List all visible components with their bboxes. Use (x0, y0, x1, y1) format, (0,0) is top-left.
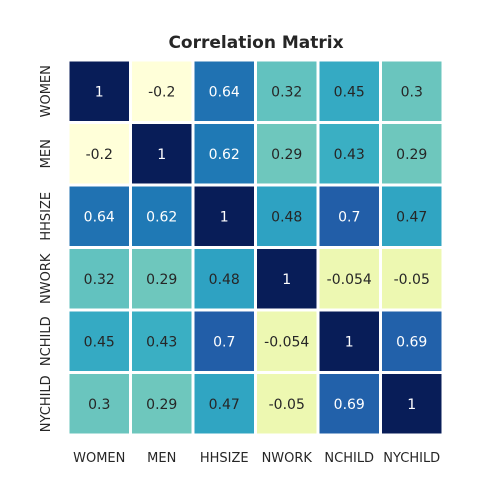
heatmap-cell (319, 374, 379, 434)
heatmap-cell (382, 124, 442, 184)
x-tick-label: MEN (147, 451, 176, 466)
heatmap-cell (382, 249, 442, 309)
cell-value-label: 0.32 (84, 272, 115, 288)
heatmap-cell (132, 311, 192, 371)
cell-value-label: 0.62 (209, 147, 240, 163)
cell-value-label: 0.62 (146, 209, 177, 225)
heatmap-cell (194, 61, 254, 121)
cell-value-label: -0.05 (269, 397, 305, 413)
cell-value-label: 0.45 (84, 334, 115, 350)
heatmap-cell (194, 249, 254, 309)
heatmap-cell (132, 124, 192, 184)
x-tick-label: NWORK (262, 451, 313, 466)
cell-value-label: 0.48 (271, 209, 302, 225)
heatmap-cell (194, 374, 254, 434)
heatmap-cell (132, 249, 192, 309)
x-tick-labels: WOMEN MEN HHSIZE NWORK NCHILD NYCHILD (73, 451, 440, 466)
heatmap-cell (319, 249, 379, 309)
heatmap-cell (319, 311, 379, 371)
x-tick-label: HHSIZE (200, 451, 249, 466)
cell-value-label: 0.29 (146, 272, 177, 288)
heatmap-cell (132, 61, 192, 121)
cell-value-label: 0.7 (213, 334, 235, 350)
heatmap-cell (319, 124, 379, 184)
heatmap-cell (257, 124, 317, 184)
y-tick-label: NCHILD (39, 316, 54, 366)
cell-value-label: 0.47 (396, 209, 427, 225)
heatmap-cell-labels: 1 -0.2 0.64 0.32 0.45 0.3 -0.2 1 0.62 0.29 0.43 0.2… (84, 84, 430, 413)
cell-value-label: 1 (220, 209, 229, 225)
cell-value-label: -0.2 (86, 147, 113, 163)
cell-value-label: 0.3 (401, 84, 423, 100)
heatmap-cell (69, 374, 129, 434)
heatmap-cell (69, 61, 129, 121)
cell-value-label: 1 (407, 397, 416, 413)
cell-value-label: 0.45 (334, 84, 365, 100)
heatmap-cell (69, 186, 129, 246)
heatmap-cell (257, 186, 317, 246)
heatmap-cells (69, 61, 442, 434)
heatmap-cell (132, 186, 192, 246)
cell-value-label: 0.7 (338, 209, 360, 225)
heatmap-cell (257, 374, 317, 434)
heatmap-cell (132, 374, 192, 434)
cell-value-label: 1 (345, 334, 354, 350)
x-tick-label: NCHILD (324, 451, 374, 466)
x-tick-label: NYCHILD (383, 451, 440, 466)
cell-value-label: -0.054 (327, 272, 372, 288)
y-tick-label: NYCHILD (39, 375, 54, 432)
cell-value-label: 0.3 (88, 397, 110, 413)
heatmap-cell (382, 186, 442, 246)
x-tick-label: WOMEN (73, 451, 125, 466)
y-tick-label: HHSIZE (39, 192, 54, 241)
cell-value-label: 0.69 (334, 397, 365, 413)
heatmap-cell (319, 186, 379, 246)
chart-title: Correlation Matrix (168, 33, 344, 53)
cell-value-label: 0.48 (209, 272, 240, 288)
cell-value-label: 1 (157, 147, 166, 163)
y-tick-label: WOMEN (39, 65, 54, 117)
cell-value-label: 0.29 (271, 147, 302, 163)
cell-value-label: 0.32 (271, 84, 302, 100)
heatmap-cell (382, 311, 442, 371)
heatmap-cell (69, 311, 129, 371)
heatmap-cell (319, 61, 379, 121)
cell-value-label: 1 (95, 84, 104, 100)
cell-value-label: 0.29 (146, 397, 177, 413)
cell-value-label: 0.64 (84, 209, 115, 225)
heatmap-cell (257, 61, 317, 121)
cell-value-label: 0.43 (146, 334, 177, 350)
cell-value-label: 0.43 (334, 147, 365, 163)
cell-value-label: 0.29 (396, 147, 427, 163)
heatmap-cell (382, 61, 442, 121)
cell-value-label: -0.054 (264, 334, 309, 350)
heatmap-cell (69, 124, 129, 184)
heatmap-cell (382, 374, 442, 434)
cell-value-label: 0.64 (209, 84, 240, 100)
heatmap-cell (194, 124, 254, 184)
y-tick-labels: WOMEN MEN HHSIZE NWORK NCHILD NYCHILD (39, 65, 54, 432)
cell-value-label: -0.2 (148, 84, 175, 100)
cell-value-label: 0.69 (396, 334, 427, 350)
heatmap-cell (69, 249, 129, 309)
heatmap-cell (257, 249, 317, 309)
heatmap-cell (257, 311, 317, 371)
cell-value-label: 1 (282, 272, 291, 288)
y-tick-label: NWORK (39, 253, 54, 304)
heatmap-cell (194, 186, 254, 246)
y-tick-label: MEN (39, 139, 54, 168)
cell-value-label: -0.05 (394, 272, 430, 288)
cell-value-label: 0.47 (209, 397, 240, 413)
heatmap-cell (194, 311, 254, 371)
